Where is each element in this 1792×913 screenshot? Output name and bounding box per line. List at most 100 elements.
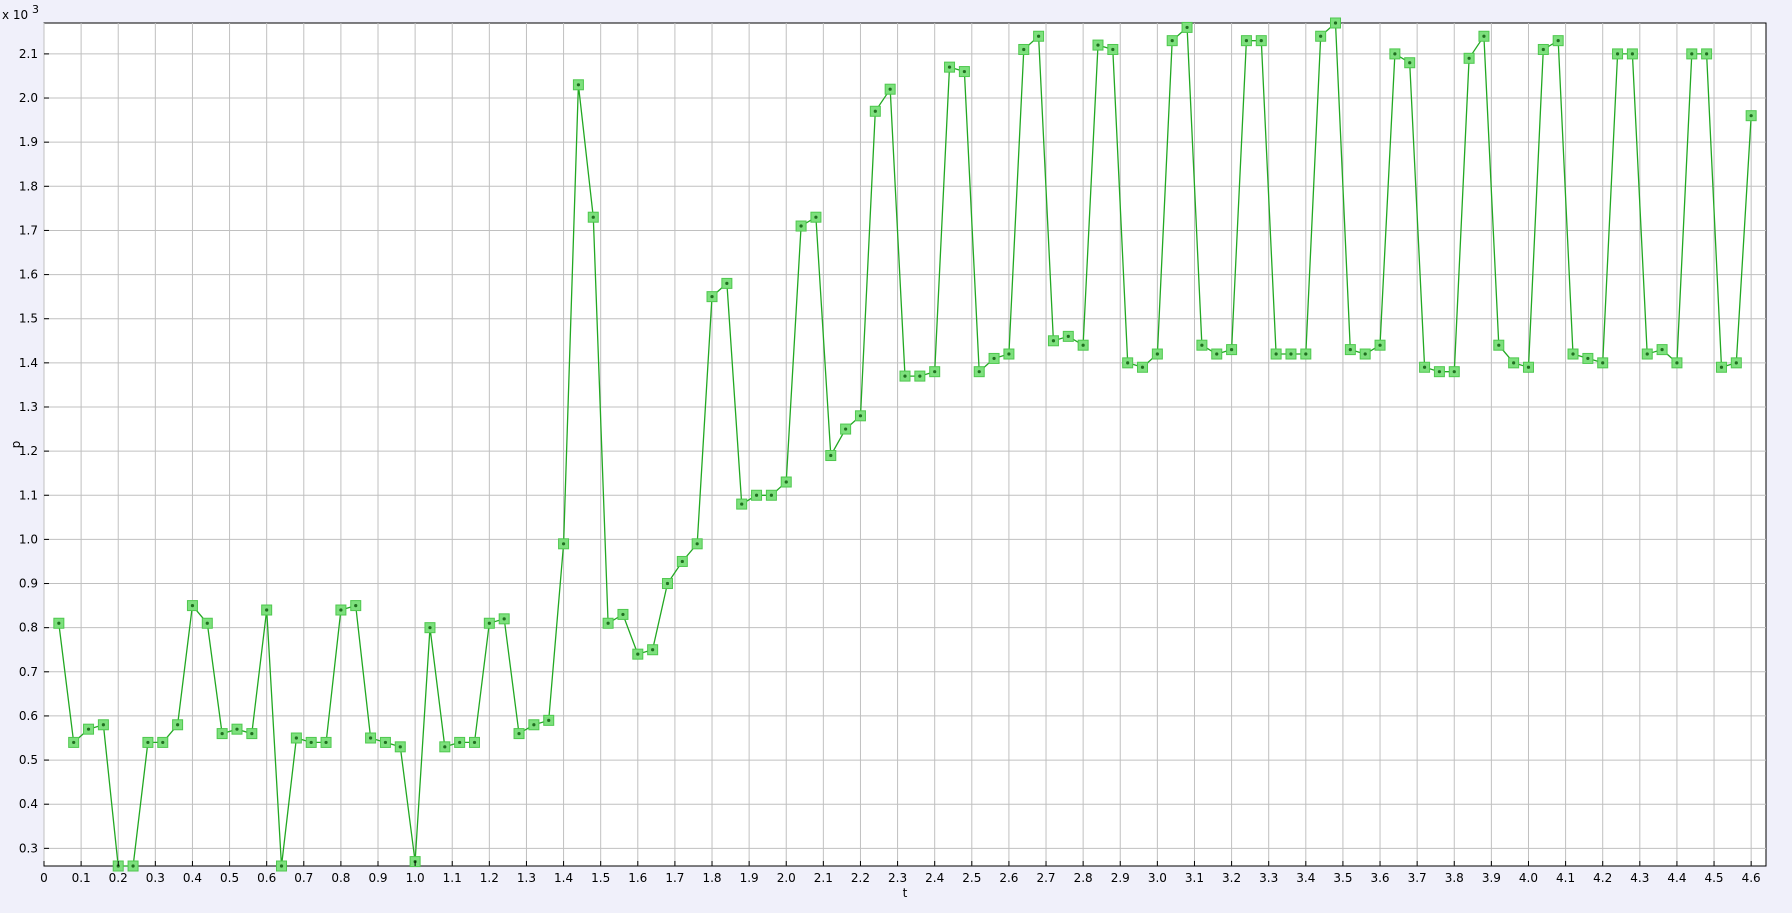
data-point-center (86, 727, 91, 731)
data-point-center (205, 621, 209, 625)
x-tick-label: 2.4 (925, 871, 944, 885)
data-point-center (1066, 334, 1070, 338)
data-point-center (1556, 39, 1560, 43)
data-point-center (487, 621, 491, 625)
data-point-center (1155, 352, 1159, 356)
x-tick-label: 0.3 (146, 871, 165, 885)
y-tick-label: 0.5 (19, 753, 38, 767)
data-point-center (1482, 34, 1486, 38)
x-tick-label: 4.2 (1593, 871, 1612, 885)
data-point-center (1170, 39, 1174, 43)
x-tick-label: 1.4 (554, 871, 573, 885)
data-point-center (1393, 52, 1397, 56)
data-point-center (250, 731, 254, 736)
x-tick-label: 0.6 (257, 871, 276, 885)
data-point-center (131, 864, 135, 868)
data-point-center (992, 356, 996, 361)
y-tick-label: 2.1 (19, 47, 38, 61)
data-point-center (161, 740, 165, 745)
data-point-center (57, 621, 61, 625)
data-point-center (1051, 339, 1056, 343)
data-point-center (547, 718, 551, 722)
data-point-center (1244, 39, 1249, 43)
x-axis: 0 0.1 0.2 0.3 0.4 0.5 0.6 0.7 0.8 0.9 1.0 1.1 1.2 1.3… (40, 861, 1761, 885)
data-point-center (1348, 348, 1352, 352)
data-point-center (784, 480, 788, 484)
data-point-center (710, 295, 714, 299)
data-point-center (858, 414, 863, 418)
x-tick-label: 4.6 (1742, 871, 1761, 885)
data-point-center (146, 740, 150, 745)
y-axis-label: p (9, 441, 23, 449)
data-point-center (1675, 361, 1679, 365)
y-tick-label: 2.0 (19, 91, 38, 105)
data-point-center (1497, 343, 1501, 347)
x-tick-label: 2.1 (814, 871, 833, 885)
x-tick-label: 4.1 (1556, 871, 1575, 885)
x-tick-label: 3.2 (1222, 871, 1241, 885)
data-point-center (265, 608, 269, 612)
x-tick-label: 0.5 (220, 871, 239, 885)
x-tick-label: 1.0 (406, 871, 425, 885)
data-point-center (354, 603, 358, 608)
x-tick-label: 4.4 (1667, 871, 1686, 885)
data-point-center (1586, 356, 1590, 361)
data-point-center (1333, 21, 1338, 25)
data-point-center (1096, 43, 1100, 47)
y-tick-label: 1.1 (19, 488, 38, 502)
y-tick-label: 1.6 (19, 268, 38, 282)
y-tick-label: 1.5 (19, 312, 38, 326)
data-point-center (517, 731, 521, 736)
data-point-center (1422, 365, 1427, 369)
data-point-center (1660, 348, 1664, 352)
x-tick-label: 1.8 (702, 871, 721, 885)
data-point-center (368, 736, 373, 740)
x-tick-label: 1.9 (740, 871, 759, 885)
y-tick-label: 0.8 (19, 621, 38, 635)
data-point-center (1571, 352, 1575, 356)
data-point-center (339, 608, 343, 612)
data-point-center (1615, 52, 1620, 56)
y-tick-label: 0.4 (19, 797, 38, 811)
data-point-center (1408, 61, 1412, 65)
data-point-center (665, 581, 670, 586)
y-axis: 0.3 0.4 0.5 0.6 0.7 0.8 0.9 1.0 1.1 1.2 1.3 1.4 1.5 1… (19, 47, 49, 855)
data-point-center (1719, 365, 1724, 369)
y-tick-label: 0.3 (19, 841, 38, 855)
x-axis-label: t (903, 886, 908, 900)
y-tick-label: 1.4 (19, 356, 38, 370)
x-tick-label: 3.6 (1370, 871, 1389, 885)
data-point-center (458, 740, 462, 745)
x-tick-label: 3.4 (1296, 871, 1315, 885)
data-point-center (1274, 352, 1278, 356)
y-tick-label: 1.0 (19, 532, 38, 546)
data-point-center (1007, 352, 1011, 356)
x-tick-label: 4.3 (1630, 871, 1649, 885)
data-point-center (502, 617, 506, 621)
data-point-center (1541, 47, 1545, 52)
data-point-center (740, 502, 744, 506)
data-point-center (1630, 52, 1634, 56)
x-tick-label: 2.0 (777, 871, 796, 885)
data-point-center (561, 542, 566, 546)
data-point-center (962, 69, 966, 74)
data-point-center (1259, 39, 1263, 43)
data-point-center (576, 83, 581, 87)
data-point-center (1111, 47, 1115, 52)
data-point-center (873, 109, 877, 113)
x-tick-label: 1.5 (591, 871, 610, 885)
data-point-center (398, 745, 402, 749)
data-point-center (1749, 114, 1753, 118)
data-point-center (1437, 370, 1442, 374)
data-point-center (1645, 352, 1649, 356)
data-point-center (1467, 56, 1471, 60)
data-point-center (680, 559, 684, 564)
y-multiplier-base: x 10 (2, 8, 28, 22)
x-tick-label: 2.2 (851, 871, 870, 885)
x-tick-label: 1.1 (443, 871, 462, 885)
x-tick-label: 2.5 (962, 871, 981, 885)
data-point-center (1215, 352, 1219, 356)
data-point-center (294, 736, 298, 740)
x-tick-label: 2.3 (888, 871, 907, 885)
